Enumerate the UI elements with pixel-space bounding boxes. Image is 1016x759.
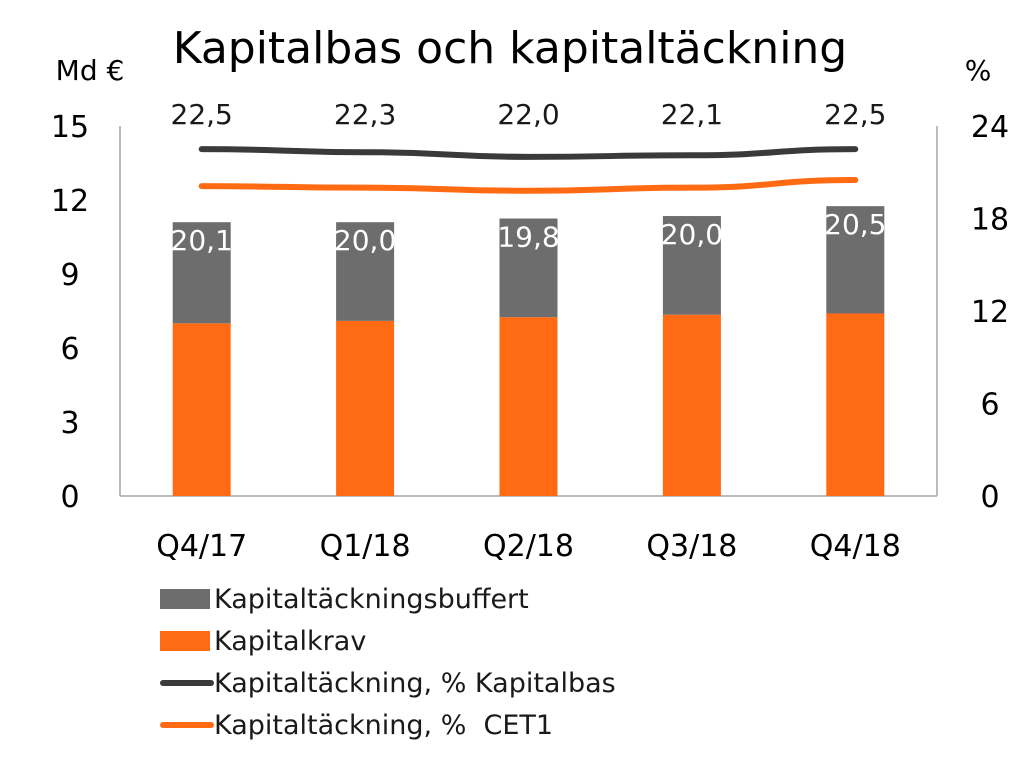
left-tick-label: 15: [51, 110, 89, 145]
bar-segment: [172, 222, 231, 324]
right-tick-label: 24: [971, 110, 1009, 145]
legend-label: Kapitalkrav: [214, 625, 367, 657]
right-tick-label: 18: [971, 203, 1009, 238]
legend-label: Kapitaltäckningsbuffert: [214, 583, 529, 615]
legend-label: Kapitaltäckning, % Kapitalbas: [214, 667, 616, 699]
left-axis-unit: Md €: [56, 54, 125, 87]
bar-segment: [662, 216, 721, 315]
x-tick-label: Q3/18: [646, 529, 737, 564]
left-tick-label: 3: [60, 406, 79, 441]
left-tick-label: 0: [60, 480, 79, 515]
right-tick-label: 12: [971, 295, 1009, 330]
legend-item-capital-requirement: Kapitalkrav: [160, 620, 616, 662]
right-axis-unit: %: [965, 54, 992, 87]
series-line-cet1: [198, 176, 859, 194]
bar-segment: [826, 206, 885, 314]
bar-segment: [499, 218, 558, 318]
left-tick-label: 9: [60, 258, 79, 293]
legend-item-cet1-ratio: Kapitaltäckning, % CET1: [160, 704, 616, 746]
x-tick-label: Q4/18: [810, 529, 901, 564]
right-tick-label: 0: [980, 480, 999, 515]
data-label-cet1: 20,0: [661, 218, 723, 251]
legend-item-buffer: Kapitaltäckningsbuffert: [160, 578, 616, 620]
legend-item-capital-base-ratio: Kapitaltäckning, % Kapitalbas: [160, 662, 616, 704]
legend-swatch-capital-base-ratio: [160, 680, 214, 686]
legend-swatch-buffer: [160, 589, 210, 609]
legend-swatch-cet1-ratio: [160, 722, 214, 728]
data-label-capital-base: 22,1: [661, 98, 723, 131]
bar-segment: [662, 314, 721, 496]
series-line-capital-base: [198, 146, 859, 160]
legend-label: Kapitaltäckning, % CET1: [214, 709, 554, 741]
x-tick-label: Q2/18: [483, 529, 574, 564]
bar-segment: [172, 323, 231, 496]
data-label-cet1: 19,8: [497, 221, 559, 254]
legend-swatch-capital-requirement: [160, 631, 210, 651]
data-label-cet1: 20,0: [334, 224, 396, 257]
data-label-capital-base: 22,5: [824, 98, 886, 131]
left-tick-label: 6: [60, 332, 79, 367]
chart-title: Kapitalbas och kapitaltäckning: [173, 23, 848, 74]
data-label-capital-base: 22,3: [334, 98, 396, 131]
bar-segment: [826, 313, 885, 496]
bar-segment: [499, 317, 558, 496]
bar-segment: [336, 320, 395, 496]
x-tick-label: Q1/18: [320, 529, 411, 564]
right-tick-label: 6: [980, 388, 999, 423]
data-label-cet1: 20,5: [824, 208, 886, 241]
left-tick-label: 12: [51, 184, 89, 219]
data-label-cet1: 20,1: [171, 224, 233, 257]
data-label-capital-base: 22,5: [171, 98, 233, 131]
bar-segment: [336, 222, 395, 321]
x-tick-label: Q4/17: [156, 529, 247, 564]
legend: Kapitaltäckningsbuffert Kapitalkrav Kapi…: [160, 578, 616, 746]
data-label-capital-base: 22,0: [497, 98, 559, 131]
